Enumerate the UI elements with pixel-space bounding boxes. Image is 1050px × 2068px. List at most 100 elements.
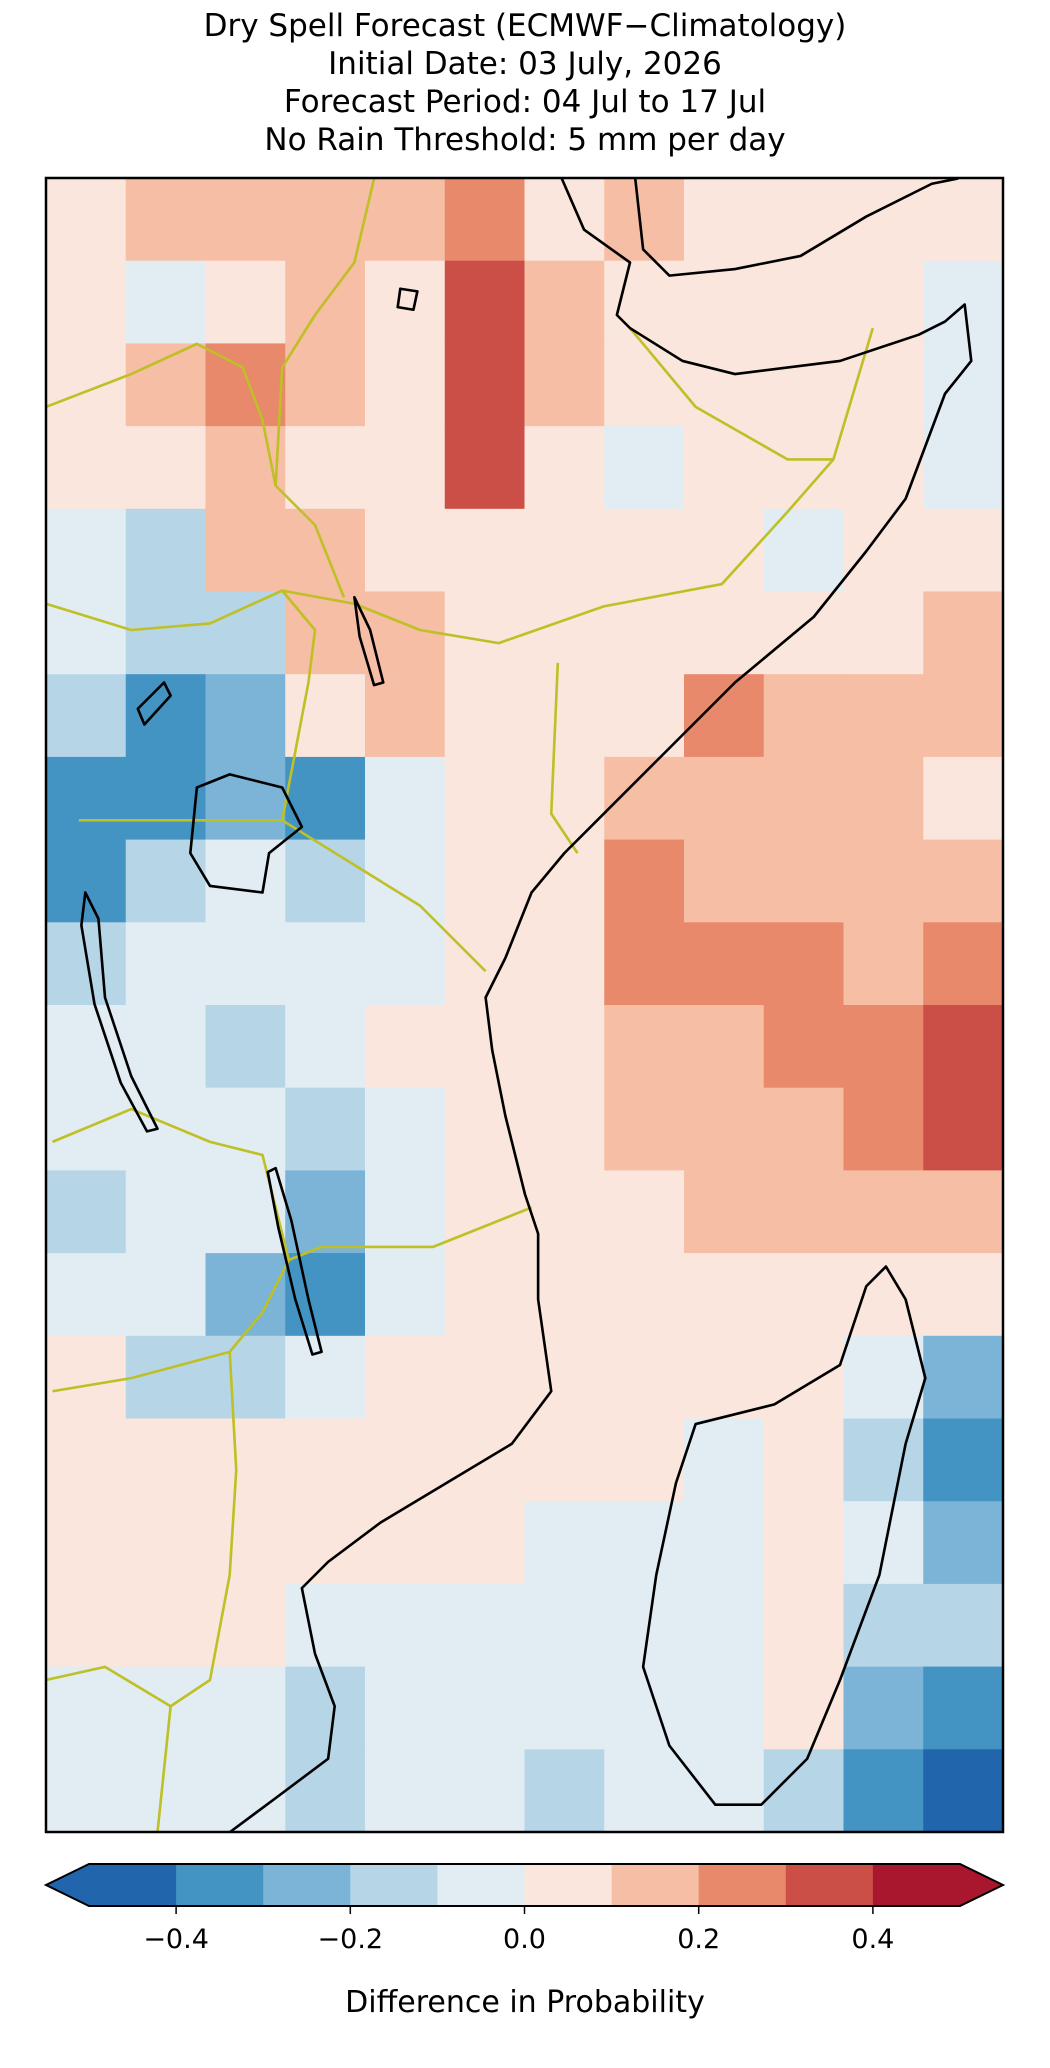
border: [628, 327, 834, 461]
border: [549, 662, 579, 854]
grid-cell: [763, 178, 844, 262]
grid-cell: [444, 1087, 525, 1171]
border: [46, 1665, 172, 1708]
grid-cell: [125, 260, 206, 344]
grid-cell: [923, 508, 1003, 592]
grid-cell: [604, 1666, 685, 1750]
grid-cell: [923, 1583, 1003, 1668]
title-line: Initial Date: 03 July, 2026: [328, 46, 722, 82]
grid-cell: [524, 922, 605, 1006]
grid-cell: [684, 178, 765, 262]
grid-cell: [285, 1583, 366, 1668]
grid-cell: [524, 1418, 605, 1502]
grid-cell: [684, 1749, 765, 1832]
grid-cell: [843, 1666, 924, 1750]
grid-cell: [46, 1418, 127, 1502]
grid-cell: [524, 1170, 605, 1254]
grid-cell: [604, 1749, 685, 1832]
grid-cell: [923, 1335, 1003, 1419]
grid-cell: [365, 1253, 446, 1337]
grid-cell: [763, 922, 844, 1006]
grid-cell: [604, 1253, 685, 1337]
colorbar-tick-label: 0.0: [503, 1924, 546, 1955]
grid-cell: [763, 343, 844, 427]
grid-cell: [524, 1253, 605, 1337]
grid-cell: [46, 922, 127, 1006]
colorbar-outline: [43, 1863, 1006, 1907]
grid-cell: [604, 343, 685, 427]
grid-cell: [285, 343, 366, 427]
grid-cell: [444, 1335, 525, 1419]
grid-cell: [125, 591, 206, 675]
grid-cell: [444, 343, 525, 427]
grid-cell: [763, 1335, 844, 1419]
map-frame: [44, 176, 1005, 1834]
lake: [266, 1166, 323, 1356]
colorbar-patch: [263, 1864, 351, 1906]
grid-cell: [205, 426, 286, 510]
grid-cell: [604, 508, 685, 592]
grid-cell: [285, 178, 366, 262]
grid-cell: [444, 1583, 525, 1668]
coastline: [633, 178, 959, 277]
grid-cell: [763, 1253, 844, 1337]
grid-cell: [46, 756, 127, 841]
grid-cell: [205, 922, 286, 1006]
grid-cell: [285, 1335, 366, 1419]
grid-cell: [763, 1005, 844, 1089]
grid-cell: [205, 508, 286, 592]
grid-cell: [125, 922, 206, 1006]
grid-cell: [46, 591, 127, 675]
grid-cell: [444, 1253, 525, 1337]
grid-cell: [205, 1335, 286, 1419]
grid-cell: [46, 1253, 127, 1337]
grid-cell: [524, 591, 605, 675]
colorbar-patch: [350, 1864, 438, 1906]
grid-cell: [604, 1170, 685, 1254]
grid-cell: [46, 178, 127, 262]
grid-cell: [125, 1418, 206, 1502]
grid-cell: [365, 1749, 446, 1832]
grid-cell: [365, 343, 446, 427]
grid-cell: [125, 1087, 206, 1171]
grid-cell: [524, 178, 605, 262]
grid-cell: [684, 591, 765, 675]
grid-cell: [684, 426, 765, 510]
grid-cell: [205, 1666, 286, 1750]
grid-cell: [444, 1501, 525, 1585]
grid-cell: [843, 591, 924, 675]
grid-cell: [684, 756, 765, 841]
grid-cell: [285, 591, 366, 675]
grid-cell: [524, 1501, 605, 1585]
colorbar-patch: [785, 1864, 874, 1906]
grid-cell: [604, 1005, 685, 1089]
grid-cell: [285, 1087, 366, 1171]
grid-cell: [125, 1335, 206, 1419]
grid-cell: [763, 508, 844, 592]
grid-cell: [444, 1005, 525, 1089]
grid-cell: [524, 1335, 605, 1419]
grid-cell: [444, 674, 525, 758]
grid-cell: [843, 260, 924, 344]
grid-cell: [763, 1087, 844, 1171]
grid-cell: [923, 591, 1003, 675]
grid-cell: [205, 1087, 286, 1171]
grid-cell: [285, 1253, 366, 1337]
grid-cell: [125, 1666, 206, 1750]
title-line: No Rain Threshold: 5 mm per day: [264, 122, 785, 158]
grid-cell: [125, 1501, 206, 1585]
colorbar-patch: [611, 1864, 700, 1906]
grid-cell: [763, 674, 844, 758]
grid-cell: [285, 1005, 366, 1089]
grid-cell: [46, 260, 127, 344]
grid-cell: [205, 1749, 286, 1832]
grid-cell: [763, 1501, 844, 1585]
grid-cell: [365, 922, 446, 1006]
colorbar-patch: [437, 1864, 525, 1906]
grid-cell: [205, 756, 286, 841]
grid-cell: [923, 1666, 1003, 1750]
grid-cell: [46, 1749, 127, 1832]
grid-cell: [125, 426, 206, 510]
grid-cell: [843, 1335, 924, 1419]
grid-cell: [285, 1418, 366, 1502]
